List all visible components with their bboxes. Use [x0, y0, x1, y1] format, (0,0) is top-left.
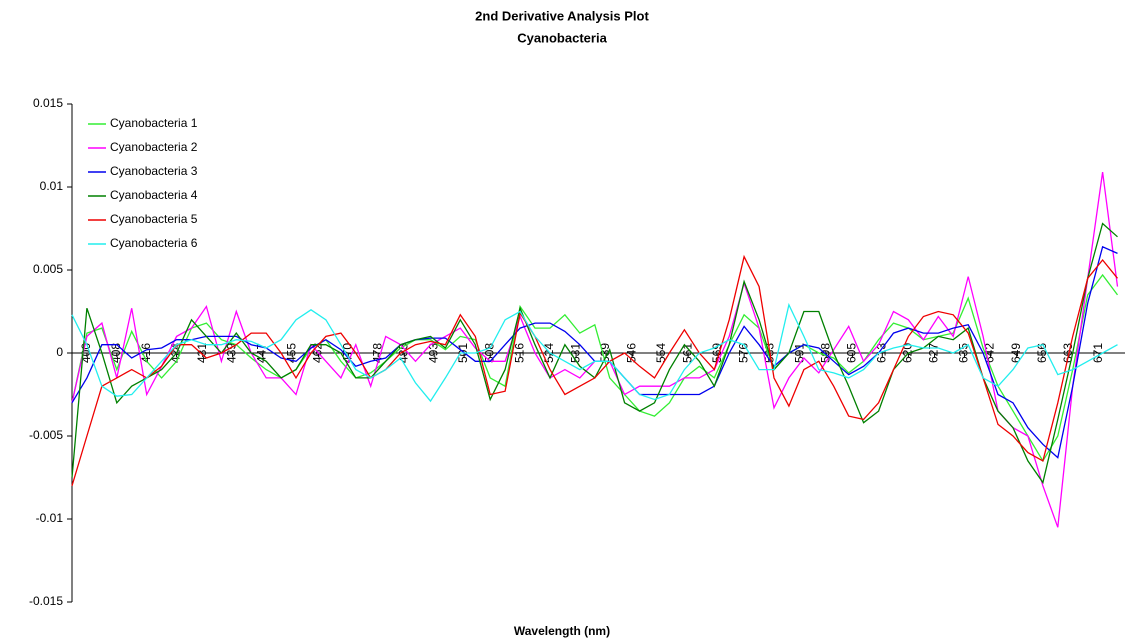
- x-tick-label: 642: [983, 343, 997, 363]
- x-tick-label: 605: [845, 343, 859, 363]
- x-tick-label: 493: [426, 343, 440, 363]
- y-tick-label: 0.015: [33, 96, 63, 110]
- x-tick-label: 591: [792, 343, 806, 363]
- x-tick-label: 455: [284, 343, 298, 363]
- x-tick-label: 439: [225, 343, 239, 363]
- x-tick-label: 598: [818, 343, 832, 363]
- x-tick-label: 516: [512, 343, 526, 363]
- x-tick-label: 561: [680, 343, 694, 363]
- x-tick-label: 531: [568, 343, 582, 363]
- legend-label: Cyanobacteria 2: [110, 140, 198, 154]
- x-tick-label: 554: [654, 343, 668, 363]
- x-tick-label: 478: [370, 343, 384, 363]
- y-tick-label: 0.01: [40, 179, 64, 193]
- x-tick-label: 656: [1035, 343, 1049, 363]
- legend-label: Cyanobacteria 4: [110, 188, 198, 202]
- x-tick-label: 546: [624, 343, 638, 363]
- x-tick-label: 635: [957, 343, 971, 363]
- legend-label: Cyanobacteria 3: [110, 164, 198, 178]
- x-tick-label: 649: [1009, 343, 1023, 363]
- x-axis-label: Wavelength (nm): [514, 624, 610, 638]
- x-tick-label: 431: [195, 343, 209, 363]
- y-tick-label: -0.005: [29, 428, 63, 442]
- y-tick-label: -0.01: [36, 511, 64, 525]
- legend-label: Cyanobacteria 5: [110, 212, 198, 226]
- legend-label: Cyanobacteria 6: [110, 236, 198, 250]
- y-tick-label: 0.005: [33, 262, 63, 276]
- x-tick-label: 416: [139, 343, 153, 363]
- x-tick-label: 613: [874, 343, 888, 363]
- series-line: [71, 254, 1119, 486]
- y-tick-label: -0.015: [29, 594, 63, 608]
- chart-subtitle: Cyanobacteria: [517, 30, 607, 45]
- chart-title: 2nd Derivative Analysis Plot: [475, 8, 649, 23]
- x-tick-label: 576: [736, 343, 750, 363]
- x-tick-label: 627: [927, 343, 941, 363]
- legend-label: Cyanobacteria 1: [110, 116, 198, 130]
- series-line: [71, 273, 1119, 463]
- series-line: [71, 302, 1118, 403]
- y-tick-label: 0: [56, 345, 63, 359]
